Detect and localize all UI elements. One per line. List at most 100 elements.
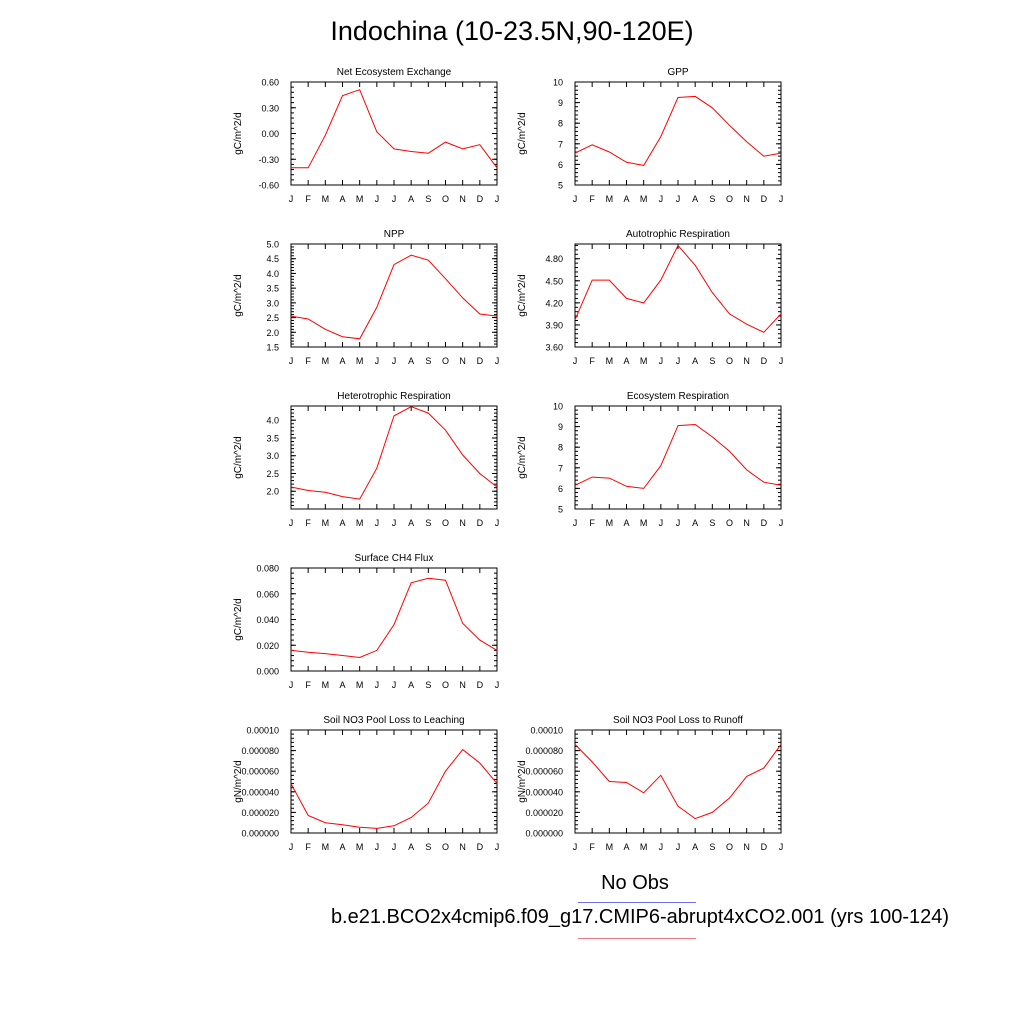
x-tick-label: S	[425, 194, 431, 204]
x-tick-label: M	[356, 356, 364, 366]
x-tick-label: J	[392, 680, 397, 690]
y-tick-label: 7	[558, 139, 563, 149]
x-tick-label: N	[743, 518, 750, 528]
y-tick-label: 3.90	[545, 320, 563, 330]
x-tick-label: A	[408, 194, 414, 204]
panel-title: Surface CH4 Flux	[355, 553, 434, 564]
x-tick-label: D	[477, 194, 484, 204]
x-tick-label: N	[459, 680, 466, 690]
x-tick-label: J	[779, 356, 784, 366]
y-tick-label: 0.000000	[525, 829, 563, 839]
series-line	[574, 423, 782, 489]
x-tick-label: J	[375, 356, 380, 366]
x-tick-label: F	[589, 842, 595, 852]
x-tick-label: M	[322, 194, 330, 204]
x-tick-label: D	[761, 194, 768, 204]
y-tick-label: 3.60	[545, 343, 563, 353]
x-tick-label: J	[779, 518, 784, 528]
x-tick-label: J	[289, 680, 294, 690]
panel-title: GPP	[667, 67, 688, 78]
panel-title: Heterotrophic Respiration	[337, 391, 450, 402]
x-tick-label: A	[623, 194, 629, 204]
x-tick-label: A	[408, 680, 414, 690]
y-axis-label: gN/m^2/d	[233, 760, 244, 803]
x-tick-label: O	[726, 194, 733, 204]
x-tick-label: J	[392, 356, 397, 366]
legend-model-line	[578, 938, 696, 939]
y-tick-label: 4.20	[545, 298, 563, 308]
y-tick-label: -0.30	[258, 155, 279, 165]
y-tick-label: 0.000040	[241, 787, 279, 797]
y-tick-label: 0.000080	[241, 746, 279, 756]
x-tick-label: F	[305, 194, 311, 204]
x-tick-label: M	[606, 194, 614, 204]
y-tick-label: 2.5	[266, 469, 279, 479]
y-tick-label: 0.00010	[530, 726, 563, 736]
x-tick-label: A	[623, 356, 629, 366]
x-tick-label: J	[392, 842, 397, 852]
y-tick-label: 0.00	[261, 129, 279, 139]
x-tick-label: D	[477, 842, 484, 852]
x-tick-label: N	[459, 518, 466, 528]
x-tick-label: S	[425, 680, 431, 690]
x-tick-label: M	[356, 518, 364, 528]
page-title: Indochina (10-23.5N,90-120E)	[330, 16, 694, 46]
x-tick-label: J	[375, 194, 380, 204]
y-tick-label: 5	[558, 181, 563, 191]
x-tick-label: N	[459, 842, 466, 852]
x-tick-label: J	[573, 518, 578, 528]
x-tick-label: M	[356, 194, 364, 204]
y-tick-label: 2.0	[266, 328, 279, 338]
plot-frame	[290, 729, 498, 834]
y-tick-label: 8	[558, 443, 563, 453]
series-line	[290, 748, 498, 829]
x-tick-label: D	[477, 518, 484, 528]
x-tick-label: S	[709, 842, 715, 852]
y-tick-label: 10	[553, 402, 563, 412]
x-tick-label: O	[726, 842, 733, 852]
y-axis-label: gN/m^2/d	[517, 760, 528, 803]
series-line	[290, 406, 498, 500]
x-tick-label: D	[761, 842, 768, 852]
x-tick-label: A	[339, 356, 345, 366]
plot-frame	[574, 243, 782, 348]
y-tick-label: 0.080	[256, 564, 279, 574]
y-axis-label: gC/m^2/d	[233, 598, 244, 641]
y-axis-label: gC/m^2/d	[517, 274, 528, 317]
x-tick-label: N	[459, 194, 466, 204]
plot-frame	[574, 729, 782, 834]
y-tick-label: 9	[558, 422, 563, 432]
x-tick-label: J	[375, 842, 380, 852]
x-tick-label: J	[289, 842, 294, 852]
y-tick-label: 0.000060	[525, 767, 563, 777]
plot-frame	[290, 81, 498, 186]
x-tick-label: A	[692, 518, 698, 528]
plot-frame	[574, 405, 782, 510]
x-tick-label: A	[623, 518, 629, 528]
x-tick-label: J	[573, 356, 578, 366]
x-tick-label: M	[322, 518, 330, 528]
y-axis-label: gC/m^2/d	[517, 112, 528, 155]
x-tick-label: M	[322, 842, 330, 852]
y-axis-label: gC/m^2/d	[233, 436, 244, 479]
x-tick-label: M	[640, 356, 648, 366]
y-tick-label: 0.040	[256, 615, 279, 625]
x-tick-label: F	[305, 842, 311, 852]
x-tick-label: J	[495, 518, 500, 528]
legend-model-label: b.e21.BCO2x4cmip6.f09_g17.CMIP6-abrupt4x…	[330, 906, 950, 928]
x-tick-label: A	[408, 356, 414, 366]
x-tick-label: J	[659, 194, 664, 204]
y-tick-label: -0.60	[258, 181, 279, 191]
x-tick-label: S	[709, 356, 715, 366]
panel-title: Net Ecosystem Exchange	[337, 67, 452, 78]
x-tick-label: J	[779, 194, 784, 204]
y-tick-label: 0.30	[261, 103, 279, 113]
y-tick-label: 9	[558, 98, 563, 108]
x-tick-label: A	[692, 194, 698, 204]
y-axis-label: gC/m^2/d	[517, 436, 528, 479]
x-tick-label: J	[676, 842, 681, 852]
x-tick-label: O	[726, 356, 733, 366]
y-tick-label: 0.060	[256, 589, 279, 599]
